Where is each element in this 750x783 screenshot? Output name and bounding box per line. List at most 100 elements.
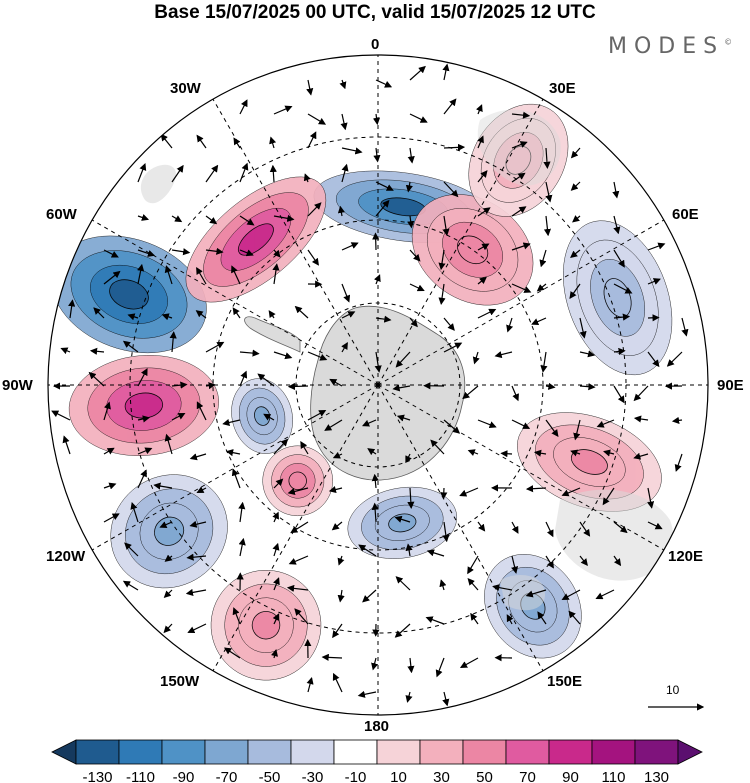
wind-vector [477,170,488,183]
wind-vector [477,243,490,251]
wind-vector [164,554,173,562]
wind-vector [205,247,224,255]
lon-label-0: 0 [371,36,380,53]
brand-logo: MODES© [608,34,733,59]
meridian-line [91,219,379,386]
meridian-line [212,98,379,386]
south-pole-marker [375,382,381,388]
wind-vector [231,468,241,489]
wind-vector [467,449,479,456]
wind-vector [337,205,345,217]
wind-vector [103,447,115,455]
wind-vector [579,383,596,391]
wind-vector [332,672,343,693]
wind-vector [603,449,615,457]
wind-vector [537,611,547,625]
wind-vector [405,691,413,703]
wind-vector [161,313,173,321]
center-positive-40w [185,176,327,303]
wind-vector [438,249,446,271]
wind-vector [205,215,218,225]
lon-label-180: 180 [364,718,390,735]
wind-vector [443,143,466,151]
wind-vector [288,555,309,565]
wind-vector [545,555,554,569]
center-negative-70e [563,220,673,376]
wind-vector [375,199,390,217]
wind-vector [595,589,615,600]
center-negative-125w [110,474,228,589]
wind-vector [373,274,381,285]
wind-vector [647,314,660,322]
wind-vector [238,537,246,557]
wind-vector [405,543,413,557]
wind-vector [375,315,392,323]
wind-vector [272,263,280,285]
wind-vector [341,283,351,303]
wind-vector [287,487,309,495]
wind-vector [442,63,450,81]
wind-vector [269,136,277,149]
wind-vector [89,347,105,355]
wind-vector [324,419,343,431]
wind-vector [647,351,660,368]
wind-vector [394,623,411,638]
wind-vector [137,447,153,455]
wind-vector [475,104,483,115]
wind-vector [273,478,284,489]
wind-vector [239,249,254,257]
wind-vector [171,215,183,223]
wind-vector [613,313,631,321]
wind-vector [572,215,581,223]
wind-vector [394,515,411,523]
wind-vector [371,657,379,671]
wind-vector [511,419,531,429]
colorbar-cell [204,739,249,765]
wind-vector [371,502,379,523]
wind-vector [536,283,547,292]
wind-vector [307,249,319,266]
wind-vector [671,416,683,424]
wind-vector [405,453,412,464]
wind-vector [88,371,105,387]
wind-vector [103,249,119,258]
wind-vector [124,542,139,557]
reference-vector-label: 10 [666,683,680,697]
wind-vector [341,242,359,251]
wind-vector [286,584,309,592]
colorbar-cell [161,739,206,765]
wind-vector [396,414,411,422]
colorbar-tick-label: -130 [82,769,112,783]
wind-vector [525,485,547,493]
colorbar-cell [505,739,550,765]
wind-vector [185,588,207,596]
wind-vector [477,419,497,429]
wind-vector [613,283,633,294]
wind-vector [462,385,479,400]
center-positive-155w [210,570,322,681]
wind-vector [443,342,463,353]
wind-vector [272,511,279,523]
wind-vector [272,613,280,625]
wind-vector [531,317,547,325]
wind-vector [271,649,278,659]
wind-vector [163,589,173,599]
wind-vector [268,310,276,319]
wind-vector [570,249,581,258]
meridian-line [212,384,379,672]
wind-vector [470,612,479,625]
wind-vector [409,113,428,123]
wind-vector [171,164,184,183]
wind-vector [51,410,71,421]
wind-vector [371,473,379,489]
wind-vector [137,469,147,489]
wind-vector [511,521,519,534]
wind-vector [238,501,246,523]
wind-vector [189,520,207,528]
wind-vector [442,215,450,237]
wind-vector [477,135,484,149]
wind-vector [579,317,587,339]
wind-vector [153,482,173,490]
wind-vector [137,368,148,387]
colorbar: -130 -110 -90 -70 -50 -30 -10 10 30 50 70 90 110 130 [51,739,703,783]
